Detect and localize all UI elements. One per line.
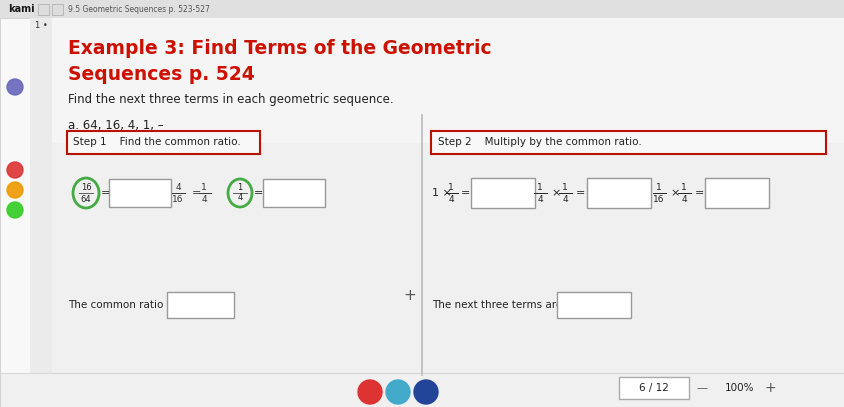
FancyBboxPatch shape (51, 4, 62, 15)
FancyBboxPatch shape (37, 4, 48, 15)
Text: Sequences p. 524: Sequences p. 524 (68, 66, 255, 85)
FancyBboxPatch shape (263, 179, 325, 207)
Circle shape (7, 79, 23, 95)
Text: 1: 1 (201, 184, 207, 193)
Text: =: = (695, 188, 705, 198)
Text: =: = (101, 188, 111, 198)
Text: 4: 4 (448, 195, 454, 204)
Text: 9.5 Geometric Sequences p. 523-527: 9.5 Geometric Sequences p. 523-527 (68, 4, 210, 13)
Text: =: = (461, 188, 470, 198)
FancyBboxPatch shape (0, 0, 844, 18)
Text: Step 1    Find the common ratio.: Step 1 Find the common ratio. (73, 137, 241, 147)
Text: 1: 1 (681, 184, 687, 193)
Text: 100%: 100% (725, 383, 755, 393)
FancyBboxPatch shape (167, 292, 234, 318)
Text: Step 2    Multiply by the common ratio.: Step 2 Multiply by the common ratio. (438, 137, 641, 147)
FancyBboxPatch shape (0, 373, 844, 407)
Text: +: + (764, 381, 776, 395)
Text: 4: 4 (237, 193, 242, 203)
Text: 1 •: 1 • (35, 22, 47, 31)
Text: 4: 4 (562, 195, 568, 204)
Text: =: = (576, 188, 586, 198)
Text: Example 3: Find Terms of the Geometric: Example 3: Find Terms of the Geometric (68, 39, 491, 57)
FancyBboxPatch shape (67, 131, 259, 153)
Text: =: = (192, 188, 202, 198)
Text: kami: kami (8, 4, 35, 14)
Circle shape (7, 182, 23, 198)
Text: 4: 4 (537, 195, 543, 204)
Text: 1: 1 (537, 184, 543, 193)
Circle shape (7, 162, 23, 178)
Text: 1: 1 (448, 184, 454, 193)
Text: 4: 4 (201, 195, 207, 204)
FancyBboxPatch shape (52, 18, 844, 373)
Text: +: + (403, 287, 416, 302)
Text: 64: 64 (81, 195, 91, 204)
Text: a. 64, 16, 4, 1, –: a. 64, 16, 4, 1, – (68, 118, 164, 131)
FancyBboxPatch shape (0, 18, 30, 407)
Text: 4: 4 (176, 184, 181, 193)
Circle shape (358, 380, 382, 404)
Circle shape (386, 380, 410, 404)
Text: —: — (696, 383, 707, 393)
Text: 1: 1 (237, 184, 242, 193)
Text: 1: 1 (656, 184, 662, 193)
Text: =: = (254, 188, 263, 198)
Text: Find the next three terms in each geometric sequence.: Find the next three terms in each geomet… (68, 94, 393, 107)
FancyBboxPatch shape (52, 18, 844, 143)
FancyBboxPatch shape (30, 18, 52, 407)
Circle shape (7, 202, 23, 218)
Text: 6 / 12: 6 / 12 (639, 383, 669, 393)
FancyBboxPatch shape (619, 377, 689, 399)
Text: 1 ×: 1 × (432, 188, 452, 198)
Text: 1: 1 (562, 184, 568, 193)
FancyBboxPatch shape (705, 178, 769, 208)
Text: The common ratio is: The common ratio is (68, 300, 175, 310)
Text: ×: × (670, 188, 679, 198)
FancyBboxPatch shape (430, 131, 825, 153)
Text: ×: × (551, 188, 560, 198)
Text: The next three terms are: The next three terms are (432, 300, 562, 310)
Text: 4: 4 (681, 195, 687, 204)
Circle shape (414, 380, 438, 404)
FancyBboxPatch shape (587, 178, 651, 208)
FancyBboxPatch shape (109, 179, 171, 207)
Text: 16: 16 (81, 182, 91, 192)
Text: 16: 16 (653, 195, 665, 204)
Text: 16: 16 (172, 195, 184, 204)
FancyBboxPatch shape (557, 292, 631, 318)
FancyBboxPatch shape (471, 178, 535, 208)
